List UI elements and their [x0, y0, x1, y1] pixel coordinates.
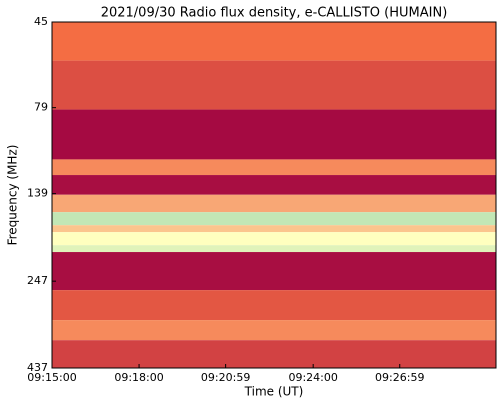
spectrum-band: [52, 22, 496, 61]
x-tick-label: 09:20:59: [201, 371, 250, 384]
x-tick-label: 09:24:00: [288, 371, 337, 384]
y-tick-label: 139: [27, 187, 48, 200]
plot-frame: [51, 21, 497, 369]
x-axis-label: Time (UT): [244, 385, 304, 399]
x-tick-label: 09:18:00: [114, 371, 163, 384]
spectrum-band: [52, 109, 496, 160]
spectrum-band: [52, 290, 496, 321]
x-tick-label: 09:26:59: [375, 371, 424, 384]
spectrum-band: [52, 225, 496, 233]
spectrum-band: [52, 212, 496, 226]
spectrum-band: [52, 232, 496, 246]
y-axis-label: Frequency (MHz): [6, 145, 20, 246]
spectrum-band: [52, 194, 496, 213]
y-tick-label: 437: [27, 361, 48, 374]
y-tick-label: 79: [34, 101, 48, 114]
chart-title: 2021/09/30 Radio flux density, e-CALLIST…: [101, 6, 448, 21]
spectrum-band: [52, 320, 496, 341]
y-tick-label: 45: [34, 15, 48, 28]
x-tick-label: 09:15:00: [27, 371, 76, 384]
spectrum-band: [52, 245, 496, 253]
spectrum-band: [52, 340, 496, 368]
spectrum-band: [52, 175, 496, 195]
spectrum-band: [52, 252, 496, 291]
y-tick-label: 247: [27, 274, 48, 287]
spectrum-band: [52, 60, 496, 110]
spectrum-band: [52, 159, 496, 176]
